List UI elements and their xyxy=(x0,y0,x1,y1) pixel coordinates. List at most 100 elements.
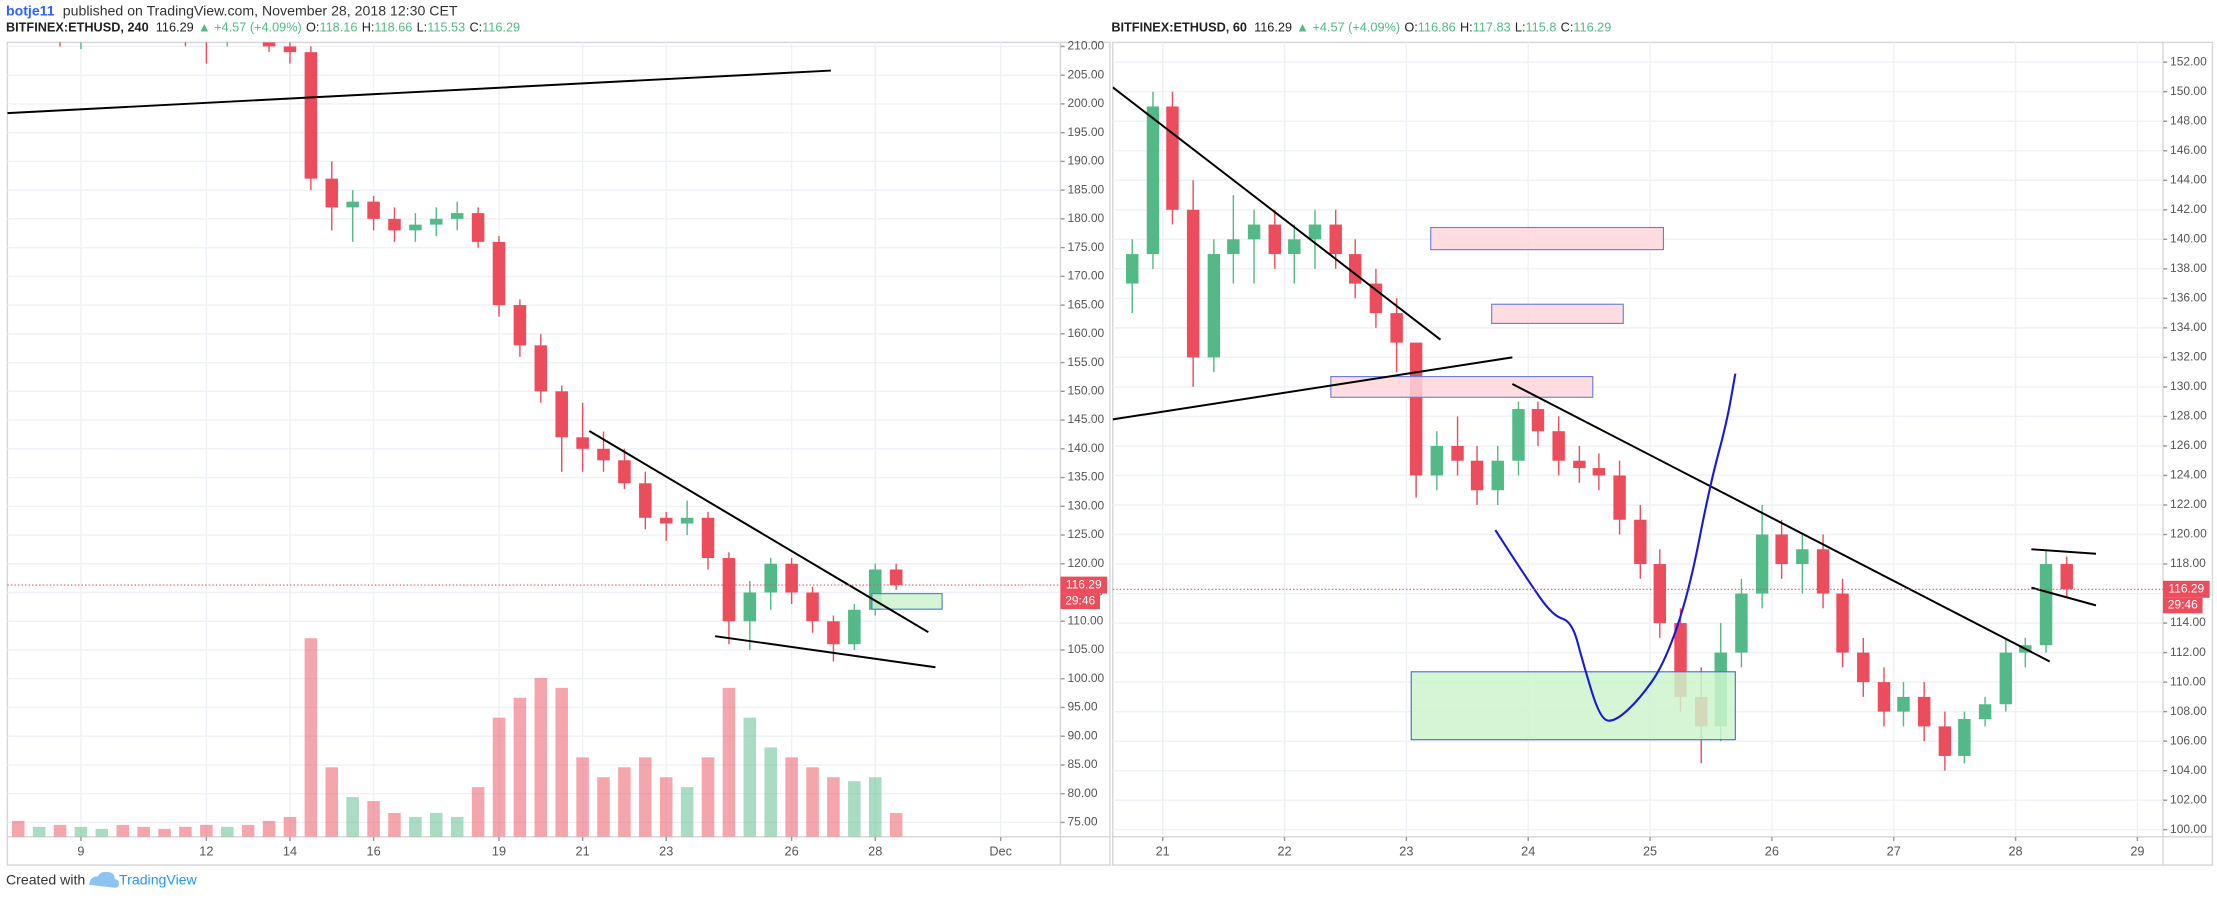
ohlc-label: H: xyxy=(362,20,375,35)
plot-area xyxy=(1112,86,2097,771)
x-tick-label: 21 xyxy=(1156,844,1170,859)
volume-bar xyxy=(158,828,171,837)
last-price-label: 116.29 xyxy=(2168,581,2204,595)
symbol: BITFINEX:ETHUSD, 240 xyxy=(6,20,149,35)
volume-bar xyxy=(827,777,840,837)
volume-bar xyxy=(639,757,652,837)
candle-body xyxy=(2039,564,2053,646)
y-tick-label: 142.00 xyxy=(2170,202,2207,216)
volume-bar xyxy=(283,816,297,837)
ohlc-label: C: xyxy=(1561,20,1574,35)
candle-body xyxy=(492,241,506,306)
y-tick-label: 122.00 xyxy=(2170,497,2207,511)
y-tick-label: 144.00 xyxy=(2170,172,2207,186)
ohlc-value: 118.16 xyxy=(319,20,357,35)
candle-body xyxy=(618,460,631,484)
x-tick-label: 28 xyxy=(868,844,882,859)
x-tick-label: 28 xyxy=(2008,844,2022,859)
candle-body xyxy=(430,218,443,225)
candle-body xyxy=(722,558,736,622)
legend-last: 116.29 xyxy=(1254,20,1292,35)
volume-bar xyxy=(116,824,130,837)
x-tick-label: 12 xyxy=(199,844,213,859)
ohlc-value: 115.8 xyxy=(1526,20,1557,35)
trendline xyxy=(1511,383,2051,663)
y-tick-label: 108.00 xyxy=(2170,704,2207,718)
last-price-tag xyxy=(1060,576,1108,594)
zone-box xyxy=(1410,671,1736,741)
ohlc-value: 117.83 xyxy=(1473,20,1511,35)
candle-body xyxy=(1348,254,1362,284)
candle-body xyxy=(597,448,610,461)
y-tick-label: 104.00 xyxy=(2170,763,2207,777)
publish-info: published on TradingView.com, November 2… xyxy=(63,2,458,18)
footer-text: Created with xyxy=(6,871,85,887)
volume-bar xyxy=(471,787,485,837)
candle-body xyxy=(1329,224,1342,255)
y-tick-label: 200.00 xyxy=(1068,96,1105,110)
y-tick-label: 118.00 xyxy=(2170,556,2206,570)
legend-change: ▲ +4.57 (+4.09%) xyxy=(198,20,302,35)
candle-body xyxy=(1613,475,1626,520)
y-tick-label: 140.00 xyxy=(1068,441,1105,455)
symbol: BITFINEX:ETHUSD, 60 xyxy=(1111,20,1247,35)
candle-body xyxy=(1938,726,1952,756)
ohlc-value: 116.29 xyxy=(1573,20,1611,35)
volume-bar xyxy=(889,812,903,837)
volume-bar xyxy=(764,747,778,837)
ohlc-label: O: xyxy=(1404,20,1417,35)
volume-bar xyxy=(513,697,527,837)
x-tick-label: 19 xyxy=(492,844,506,859)
y-tick-label: 75.00 xyxy=(1068,815,1098,829)
footer-brand[interactable]: TradingView xyxy=(119,871,198,887)
candle-body xyxy=(576,437,589,449)
candle-body xyxy=(513,305,527,346)
y-tick-label: 165.00 xyxy=(1068,297,1105,311)
y-tick-label: 134.00 xyxy=(2170,320,2207,334)
countdown-label: 29:46 xyxy=(1065,594,1095,608)
x-tick-label: 22 xyxy=(1277,844,1291,859)
trendline xyxy=(714,635,936,669)
volume-bar xyxy=(220,826,234,837)
tv-logo[interactable]: TradingView xyxy=(89,871,198,888)
y-tick-label: 135.00 xyxy=(1068,470,1105,484)
candle-body xyxy=(1978,704,1992,720)
x-tick-label: Dec xyxy=(989,844,1012,859)
candle-body xyxy=(827,621,840,645)
candle-body xyxy=(1877,682,1891,712)
candle-body xyxy=(1186,209,1200,358)
y-tick-label: 102.00 xyxy=(2170,792,2207,806)
volume-bar xyxy=(325,767,339,837)
y-tick-label: 146.00 xyxy=(2170,143,2207,157)
ohlc-value: 118.66 xyxy=(374,20,412,35)
candle-body xyxy=(806,592,819,622)
candle-body xyxy=(1268,224,1281,255)
y-tick-label: 150.00 xyxy=(2170,84,2207,98)
candle-body xyxy=(450,213,464,219)
volume-bar xyxy=(388,812,401,837)
volume-bar xyxy=(785,757,798,837)
volume-bar xyxy=(743,717,757,837)
y-tick-label: 85.00 xyxy=(1068,757,1098,771)
legend: BITFINEX:ETHUSD, 240 116.29 ▲ +4.57 (+4.09… xyxy=(6,20,520,35)
candle-body xyxy=(1491,460,1504,491)
logo-icon xyxy=(89,871,120,888)
candle-body xyxy=(1166,106,1179,210)
candle-body xyxy=(471,213,485,242)
candle-body xyxy=(325,178,339,208)
author[interactable]: botje11 xyxy=(6,2,55,18)
volume-bar xyxy=(262,820,276,837)
candle-body xyxy=(1917,696,1931,727)
candle-body xyxy=(1836,593,1849,653)
plot-frame xyxy=(1112,41,2214,866)
last-price-tag xyxy=(2162,580,2210,598)
volume-bar xyxy=(179,826,192,837)
y-tick-label: 110.00 xyxy=(1068,613,1104,627)
candle-body xyxy=(1308,224,1322,240)
curve xyxy=(1494,373,1737,722)
candle-body xyxy=(1227,239,1240,255)
y-tick-label: 90.00 xyxy=(1068,728,1098,742)
candle-body xyxy=(1390,313,1403,343)
candle-body xyxy=(764,563,778,593)
ohlc-label: L: xyxy=(1515,20,1526,35)
